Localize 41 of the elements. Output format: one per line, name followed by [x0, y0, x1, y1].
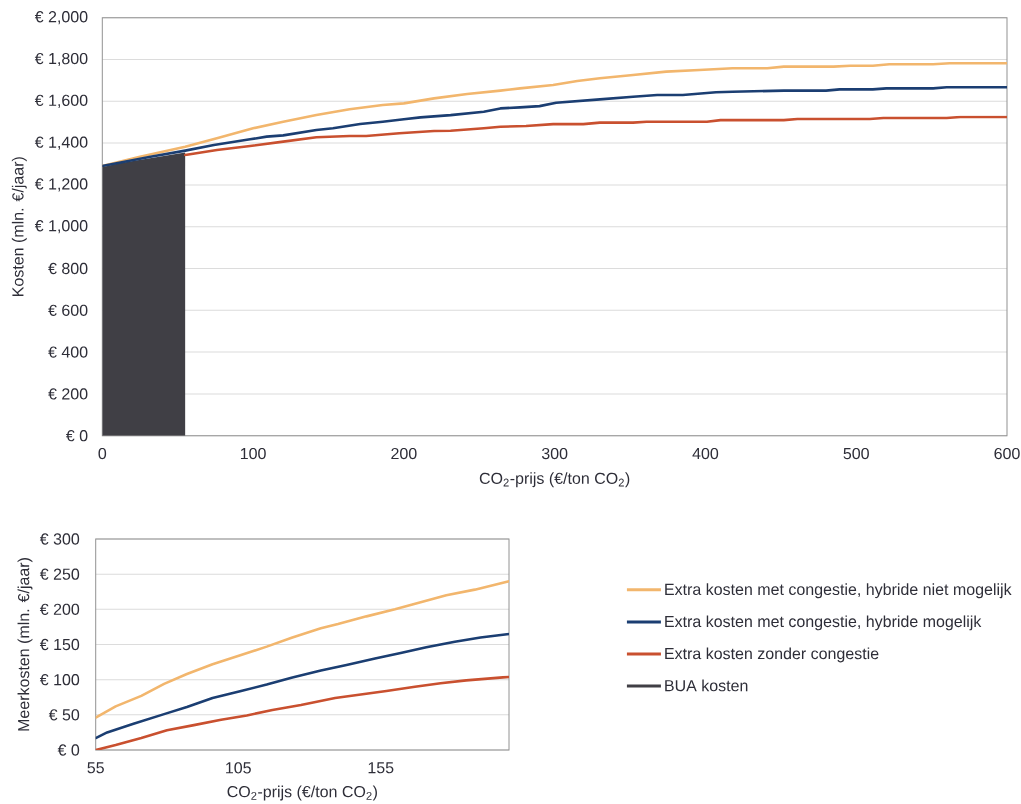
y-tick-label: € 800	[48, 262, 88, 275]
y-tick-label: € 2,000	[34, 11, 88, 25]
x-tick-label: 300	[541, 447, 568, 460]
y-tick-label: € 0	[57, 744, 80, 756]
x-axis-title: CO$_{2}$-prijs (€/ton CO$_{2}$)	[227, 785, 377, 801]
y-tick-label: € 1,400	[34, 136, 88, 150]
y-tick-label: € 600	[48, 304, 88, 316]
x-tick-label: 55	[87, 762, 104, 774]
y-tick-label: € 150	[39, 638, 80, 651]
y-axis-title: Kosten (mln. €/jaar)	[11, 157, 27, 296]
x-tick-label: 400	[692, 447, 719, 460]
y-tick-label: € 1,600	[34, 94, 88, 108]
x-tick-label: 0	[98, 447, 107, 460]
x-tick-label: 105	[226, 762, 251, 774]
x-tick-label: 155	[368, 762, 394, 774]
y-tick-label: € 50	[48, 709, 80, 721]
y-axis-title: Meerkosten (mln. €/jaar)	[17, 558, 33, 731]
line-series	[95, 632, 509, 740]
x-tick-label: 500	[843, 447, 869, 460]
y-tick-label: € 1,000	[34, 220, 88, 234]
y-tick-label: € 200	[39, 603, 80, 615]
y-tick-label: € 1,200	[34, 178, 88, 192]
legend-label: Extra kosten met congestie, hybride mogelijk	[665, 615, 982, 631]
y-tick-label: € 100	[39, 674, 80, 686]
legend-label: Extra kosten met congestie, hybride niet mogelijk	[665, 583, 1012, 599]
y-tick-label: € 1,800	[34, 52, 88, 67]
y-tick-label: € 300	[39, 533, 80, 545]
y-tick-label: € 200	[48, 388, 88, 400]
y-tick-label: € 250	[39, 568, 80, 580]
legend-label: BUA kosten	[665, 679, 748, 692]
y-tick-label: € 0	[65, 430, 88, 442]
x-tick-label: 100	[240, 447, 266, 460]
line-series	[102, 61, 1007, 168]
y-tick-label: € 400	[48, 346, 88, 358]
legend-label: Extra kosten zonder congestie	[665, 647, 879, 663]
x-axis-title: CO$_{2}$-prijs (€/ton CO$_{2}$)	[479, 472, 630, 488]
line-series	[183, 115, 1007, 157]
x-tick-label: 600	[994, 447, 1020, 460]
line-series	[95, 579, 509, 719]
x-tick-label: 200	[391, 447, 417, 460]
line-series	[102, 85, 1007, 168]
